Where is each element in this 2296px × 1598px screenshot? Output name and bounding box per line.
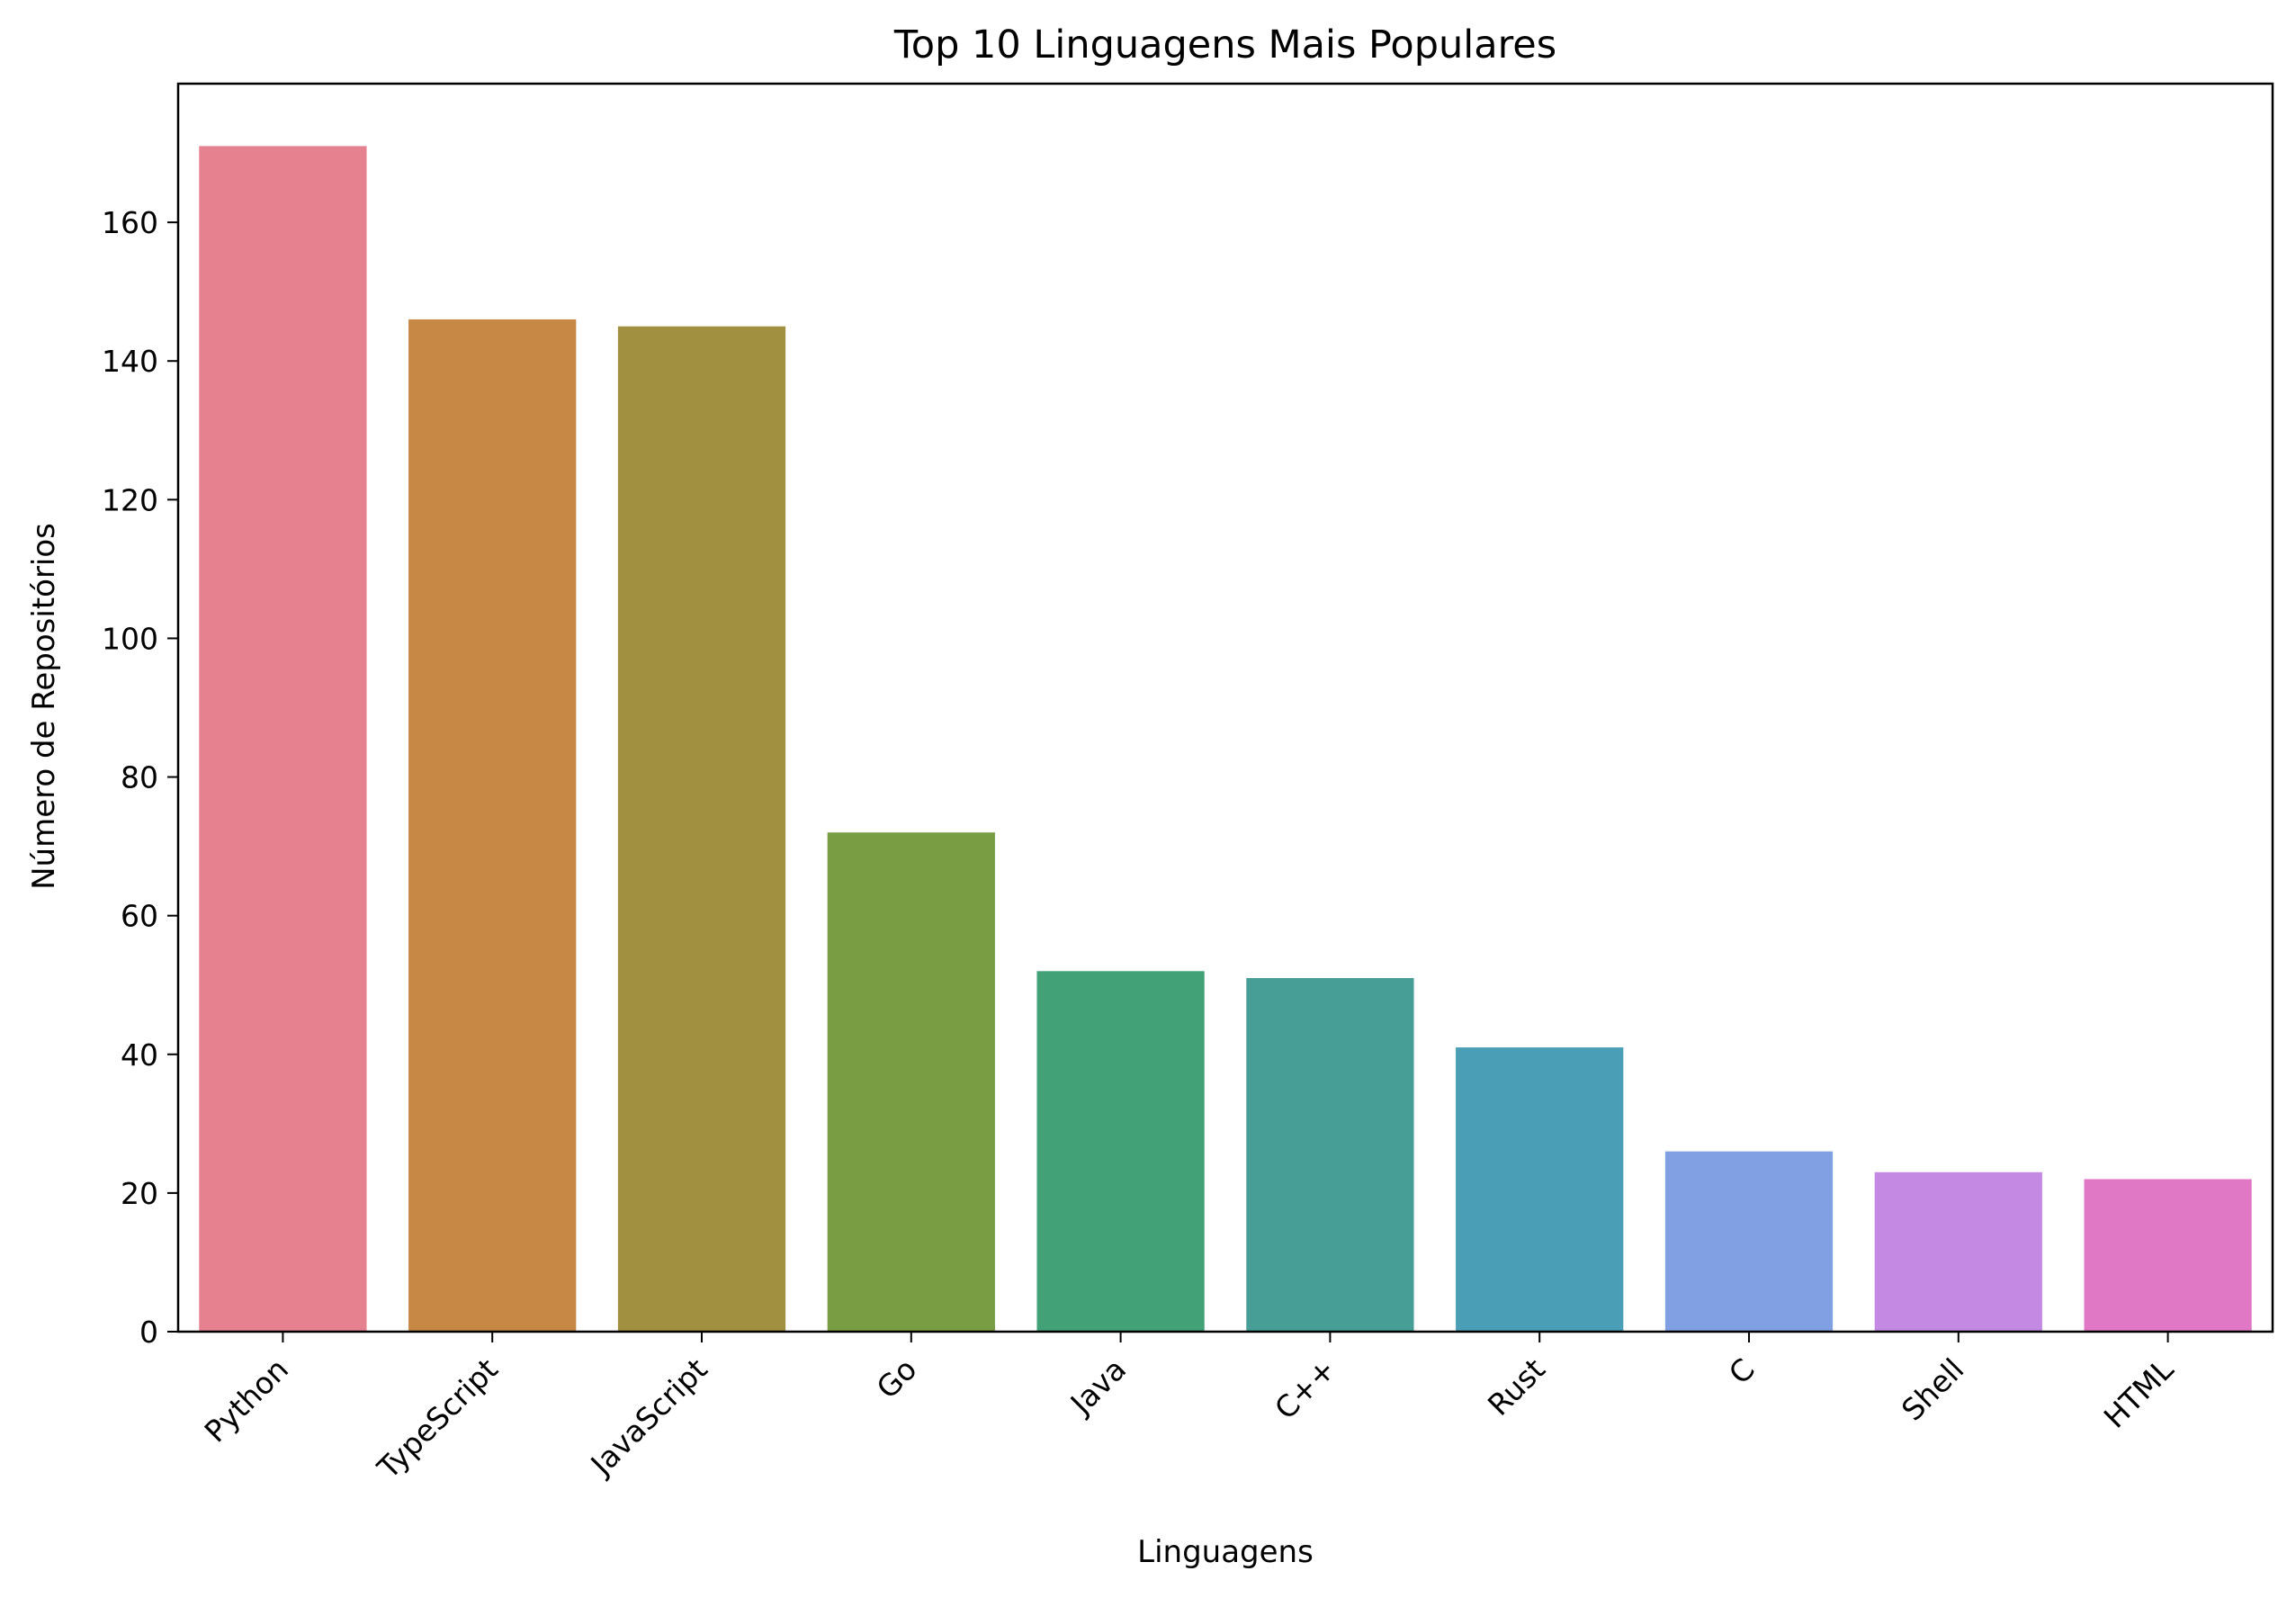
bar-shell xyxy=(1874,1172,2042,1332)
y-tick-label: 0 xyxy=(139,1315,158,1350)
bar-java xyxy=(1036,971,1205,1332)
y-tick-label: 100 xyxy=(102,621,158,656)
x-axis-title: Linguagens xyxy=(1137,1534,1314,1570)
y-tick-label: 120 xyxy=(102,482,158,517)
bars-group xyxy=(199,146,2252,1333)
y-tick-label: 60 xyxy=(121,899,158,934)
plot-frame xyxy=(176,82,2274,1333)
chart-title: Top 10 Linguagens Mais Populares xyxy=(893,22,1556,67)
y-tick-label: 40 xyxy=(121,1037,158,1073)
bar-go xyxy=(827,832,995,1332)
y-axis: 0 20 40 60 80 100 120 140 160 xyxy=(102,205,178,1350)
bar-javascript xyxy=(617,326,786,1332)
y-tick-label: 140 xyxy=(102,344,158,379)
bar-python xyxy=(199,146,367,1333)
bar-rust xyxy=(1456,1047,1624,1332)
y-tick-label: 80 xyxy=(121,760,158,795)
y-tick-label: 160 xyxy=(102,205,158,240)
y-axis-title: Número de Repositórios xyxy=(26,523,62,890)
bar-c xyxy=(1664,1151,1834,1332)
y-tick-label: 20 xyxy=(121,1176,158,1211)
bar-typescript xyxy=(408,319,577,1332)
bar-html xyxy=(2084,1179,2252,1332)
bar-c- xyxy=(1246,978,1414,1332)
